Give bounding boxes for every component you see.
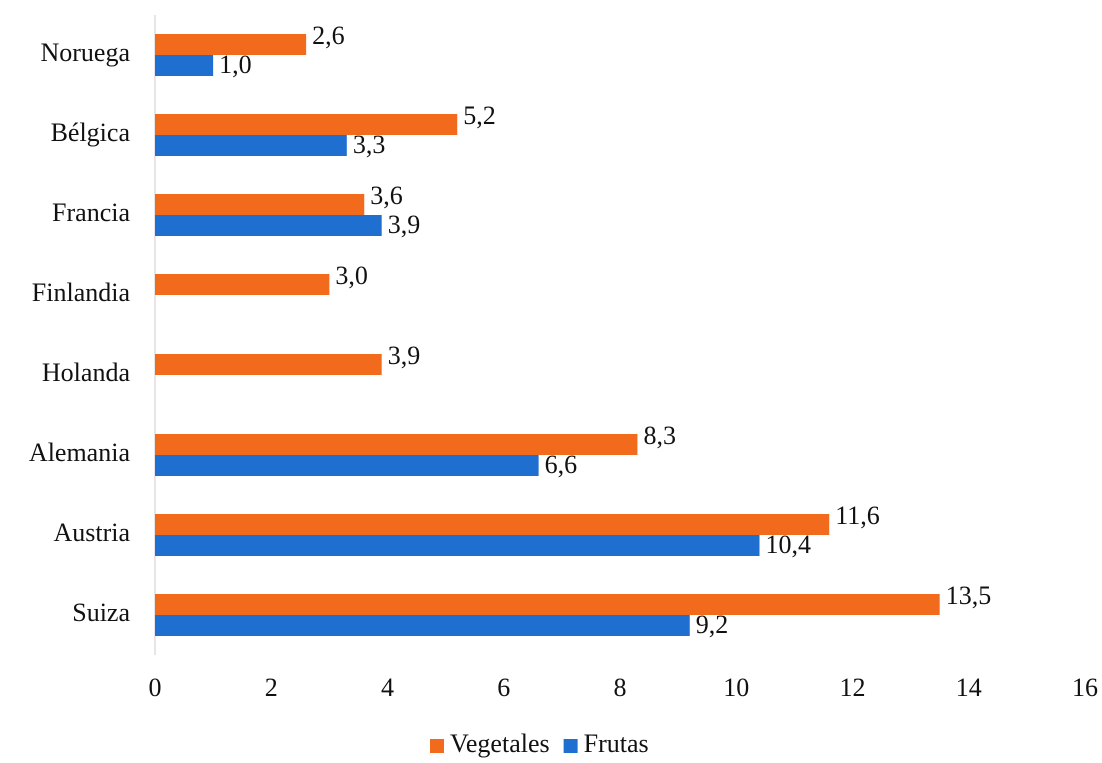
legend-swatch bbox=[430, 739, 444, 753]
bar bbox=[155, 594, 940, 615]
value-label: 13,5 bbox=[946, 581, 992, 610]
x-tick-label: 8 bbox=[614, 673, 627, 702]
bar bbox=[155, 55, 214, 76]
legend-swatch bbox=[563, 739, 578, 753]
x-tick-label: 6 bbox=[497, 673, 510, 702]
value-label: 2,6 bbox=[312, 21, 345, 50]
y-tick-label: Noruega bbox=[40, 38, 130, 67]
value-label: 5,2 bbox=[463, 101, 496, 130]
bar bbox=[155, 455, 539, 476]
value-label: 3,6 bbox=[370, 181, 403, 210]
y-tick-label: Suiza bbox=[72, 598, 130, 627]
bar bbox=[155, 274, 330, 295]
value-label: 11,6 bbox=[835, 501, 880, 530]
x-tick-label: 0 bbox=[149, 673, 162, 702]
bar bbox=[155, 194, 365, 215]
y-tick-label: Holanda bbox=[42, 358, 131, 387]
y-tick-label: Francia bbox=[52, 198, 130, 227]
x-tick-label: 10 bbox=[723, 673, 749, 702]
x-tick-label: 14 bbox=[956, 673, 982, 702]
bar bbox=[155, 135, 347, 156]
x-tick-label: 16 bbox=[1072, 673, 1098, 702]
y-tick-label: Austria bbox=[53, 518, 130, 547]
bar bbox=[155, 535, 760, 556]
y-tick-label: Finlandia bbox=[32, 278, 131, 307]
bar bbox=[155, 215, 382, 236]
value-label: 8,3 bbox=[643, 421, 676, 450]
value-label: 10,4 bbox=[766, 530, 812, 559]
value-label: 3,3 bbox=[353, 130, 386, 159]
bar bbox=[155, 514, 830, 535]
x-tick-label: 4 bbox=[381, 673, 394, 702]
x-tick-label: 2 bbox=[265, 673, 278, 702]
value-label: 1,0 bbox=[219, 50, 252, 79]
bar bbox=[155, 114, 458, 135]
bar bbox=[155, 34, 307, 55]
value-label: 3,9 bbox=[388, 341, 421, 370]
legend-label: Vegetales bbox=[450, 729, 550, 758]
value-label: 3,0 bbox=[335, 261, 368, 290]
y-tick-label: Alemania bbox=[29, 438, 131, 467]
value-label: 3,9 bbox=[388, 210, 421, 239]
x-tick-label: 12 bbox=[840, 673, 866, 702]
y-tick-label: Bélgica bbox=[51, 118, 131, 147]
bar bbox=[155, 615, 690, 636]
value-label: 9,2 bbox=[696, 610, 729, 639]
bar bbox=[155, 354, 382, 375]
bar bbox=[155, 434, 638, 455]
value-label: 6,6 bbox=[545, 450, 578, 479]
legend-label: Frutas bbox=[584, 729, 649, 758]
